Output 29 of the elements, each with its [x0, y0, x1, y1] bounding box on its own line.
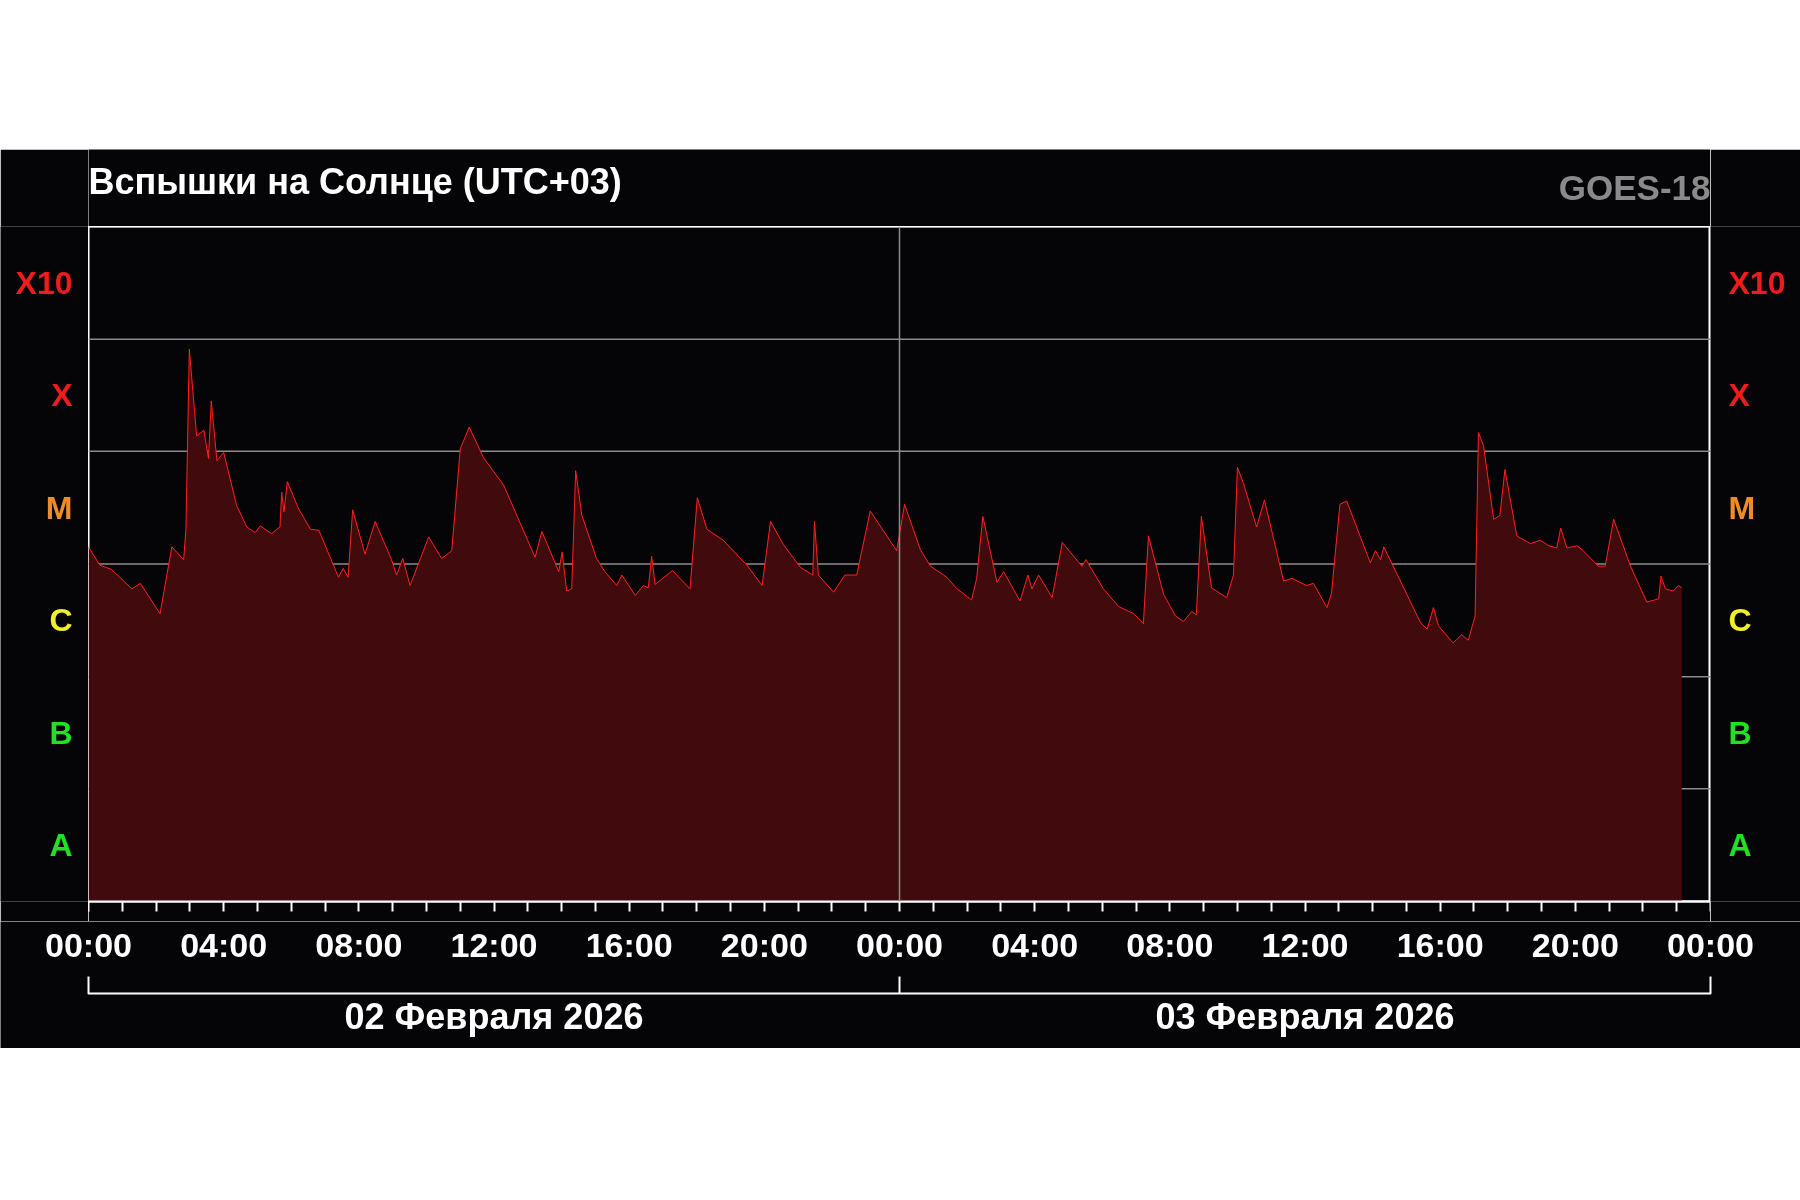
- x-tick-label: 00:00: [856, 925, 943, 964]
- ref-line-label: M: [45, 489, 73, 526]
- ref-line-label: X: [51, 377, 74, 414]
- text: C: [1728, 602, 1752, 639]
- text: M: [1728, 489, 1756, 526]
- x-tick-label: 12:00: [1261, 925, 1349, 964]
- x-tick-label: 20:00: [1531, 925, 1619, 964]
- text: A: [1728, 827, 1752, 864]
- ref-line-label: B: [49, 714, 73, 751]
- text: X10: [1728, 264, 1786, 301]
- text: B: [1728, 714, 1752, 751]
- x-tick-label: 08:00: [315, 925, 403, 964]
- x-tick-label: 00:00: [1667, 925, 1754, 964]
- x-tick-label: 00:00: [45, 925, 132, 964]
- text: 02 Февраля 2026: [344, 996, 644, 1037]
- ref-line-label: X10: [15, 264, 73, 301]
- x-tick-label: 16:00: [1396, 925, 1484, 964]
- x-tick-label: 16:00: [585, 925, 673, 964]
- x-tick-label: 04:00: [991, 925, 1079, 964]
- text: GOES-18: [1558, 168, 1711, 207]
- text: 03 Февраля 2026: [1155, 996, 1455, 1037]
- text: X: [1728, 377, 1750, 414]
- chart-title: Вспышки на Солнце (UTC+03): [88, 161, 622, 202]
- ref-line-label: A: [49, 827, 73, 864]
- x-tick-label: 20:00: [720, 925, 808, 964]
- ref-line-label: C: [49, 602, 73, 639]
- x-tick-label: 12:00: [450, 925, 538, 964]
- x-tick-label: 08:00: [1126, 925, 1214, 964]
- x-tick-label: 04:00: [180, 925, 268, 964]
